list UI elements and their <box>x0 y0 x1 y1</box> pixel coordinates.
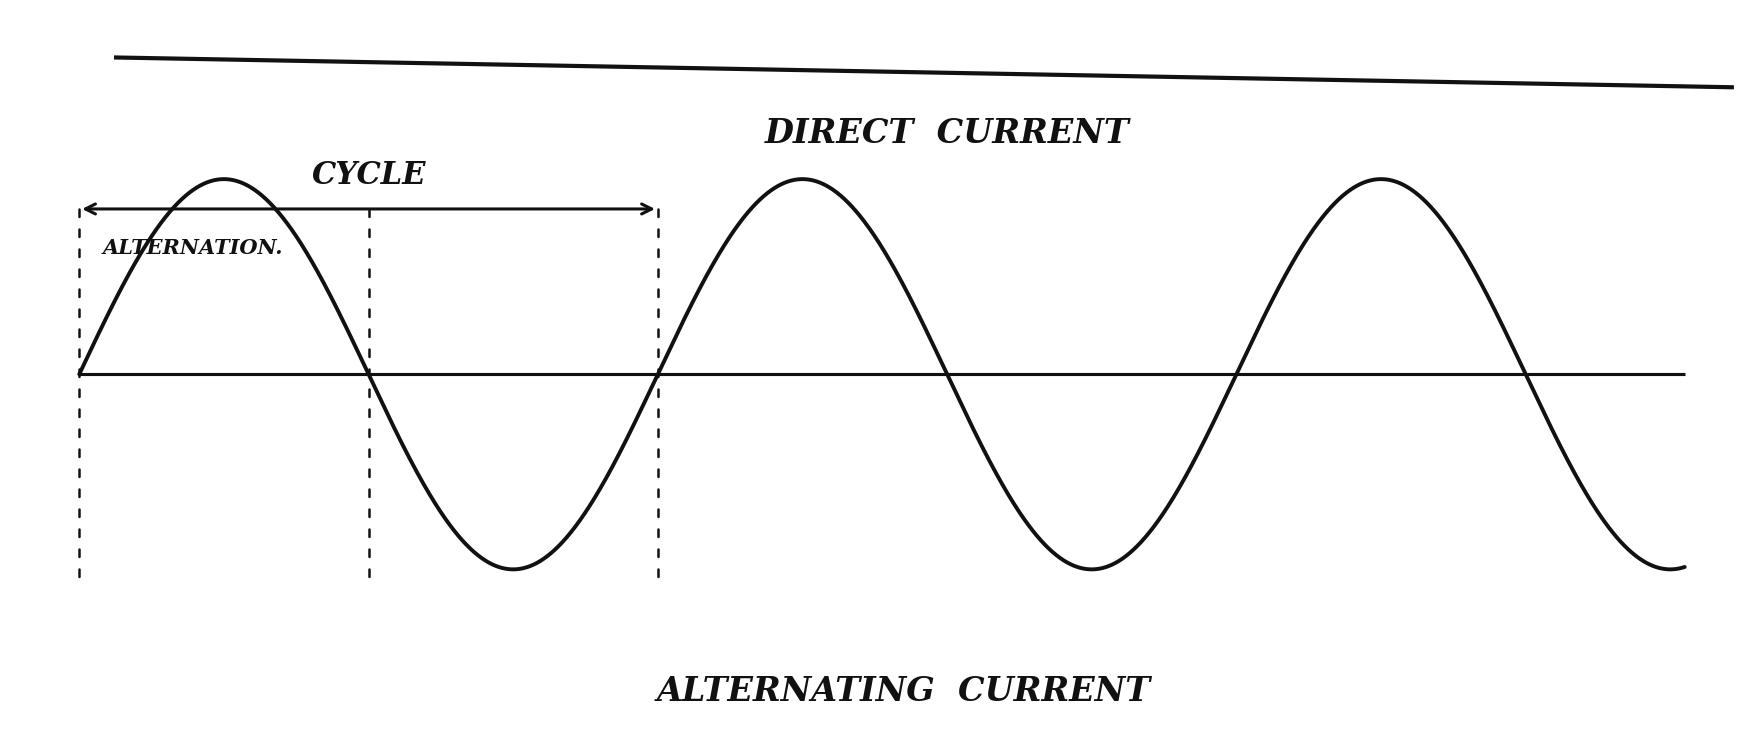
Text: ALTERNATING  CURRENT: ALTERNATING CURRENT <box>656 674 1150 708</box>
Text: DIRECT  CURRENT: DIRECT CURRENT <box>766 116 1129 150</box>
Text: ALTERNATION.: ALTERNATION. <box>102 238 282 258</box>
Text: CYCLE: CYCLE <box>310 160 425 191</box>
